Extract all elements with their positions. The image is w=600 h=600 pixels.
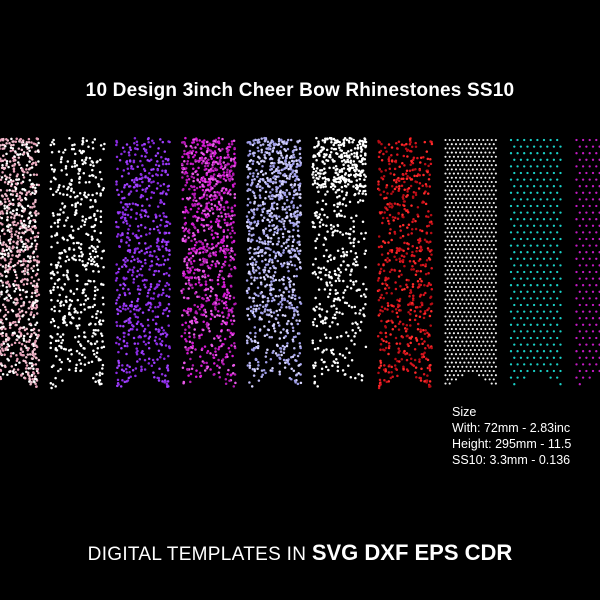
design-strip-white-grid bbox=[444, 138, 497, 385]
formats-footer: DIGITAL TEMPLATES IN SVG DXF EPS CDR bbox=[0, 540, 600, 566]
design-strip-magenta-grid bbox=[575, 138, 600, 386]
footer-prefix: DIGITAL TEMPLATES IN bbox=[87, 544, 312, 565]
design-strip-red-scatter bbox=[376, 136, 434, 390]
design-strip-white-scatter bbox=[49, 136, 106, 390]
size-stone: SS10: 3.3mm - 0.136 bbox=[452, 453, 571, 467]
size-height: Height: 295mm - 11.5 bbox=[452, 437, 572, 451]
size-heading: Size bbox=[452, 405, 477, 419]
design-strip-magenta-fade bbox=[180, 136, 237, 388]
size-width: With: 72mm - 2.83inc bbox=[452, 421, 571, 435]
size-info: Size With: 72mm - 2.83inc Height: 295mm … bbox=[452, 404, 600, 484]
footer-formats: SVG DXF EPS CDR bbox=[311, 540, 513, 565]
design-strip-purple-scatter bbox=[114, 136, 172, 388]
design-strip-white-top-scatter bbox=[311, 136, 368, 388]
design-strip-pink-gradient bbox=[0, 137, 41, 388]
design-strip-lavender-fade bbox=[245, 136, 303, 388]
page-title: 10 Design 3inch Cheer Bow Rhinestones SS… bbox=[85, 80, 515, 101]
design-strip-teal-grid bbox=[509, 138, 562, 386]
